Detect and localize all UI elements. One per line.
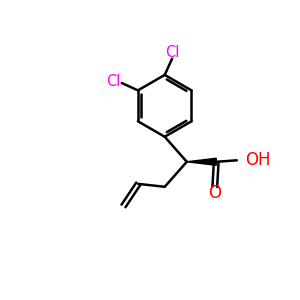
Text: Cl: Cl [106, 74, 121, 89]
Text: O: O [208, 184, 221, 202]
Text: OH: OH [245, 151, 270, 169]
Text: Cl: Cl [165, 45, 179, 60]
Polygon shape [187, 158, 216, 165]
